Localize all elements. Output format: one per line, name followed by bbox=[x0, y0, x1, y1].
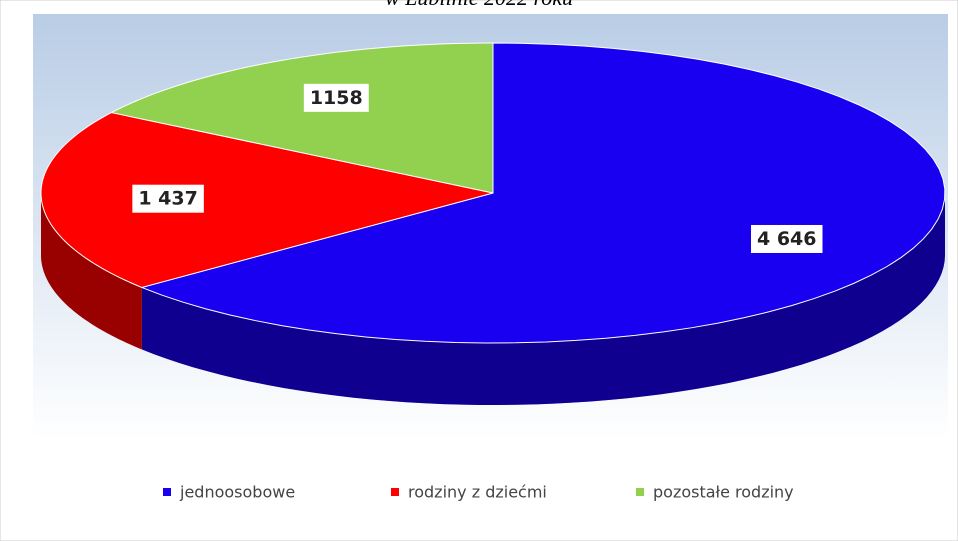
data-label-text: 4 646 bbox=[757, 228, 817, 250]
slice-side bbox=[41, 193, 142, 350]
slice bbox=[109, 42, 494, 194]
slice-side bbox=[141, 193, 945, 405]
legend-marker bbox=[636, 488, 644, 496]
data-label-text: 1 437 bbox=[138, 188, 198, 210]
slice bbox=[140, 42, 946, 344]
legend-label: pozostałe rodziny bbox=[653, 483, 794, 502]
data-label-text: 1158 bbox=[310, 87, 363, 109]
data-label: 1 437 bbox=[132, 184, 204, 213]
slice-side-shade bbox=[141, 193, 945, 405]
data-label: 1158 bbox=[303, 83, 369, 112]
legend-label: jednoosobowe bbox=[179, 483, 295, 502]
data-label: 4 646 bbox=[751, 224, 823, 253]
legend-marker bbox=[391, 488, 399, 496]
legend-label: rodziny z dziećmi bbox=[408, 483, 547, 502]
chart-title: w Lublinie 2022 roku bbox=[385, 0, 573, 10]
legend-marker bbox=[163, 488, 171, 496]
slice bbox=[40, 112, 494, 288]
slice-side-shade bbox=[41, 193, 142, 350]
data-label-box bbox=[751, 224, 823, 253]
data-label-box bbox=[303, 83, 369, 112]
data-label-box bbox=[132, 184, 204, 213]
